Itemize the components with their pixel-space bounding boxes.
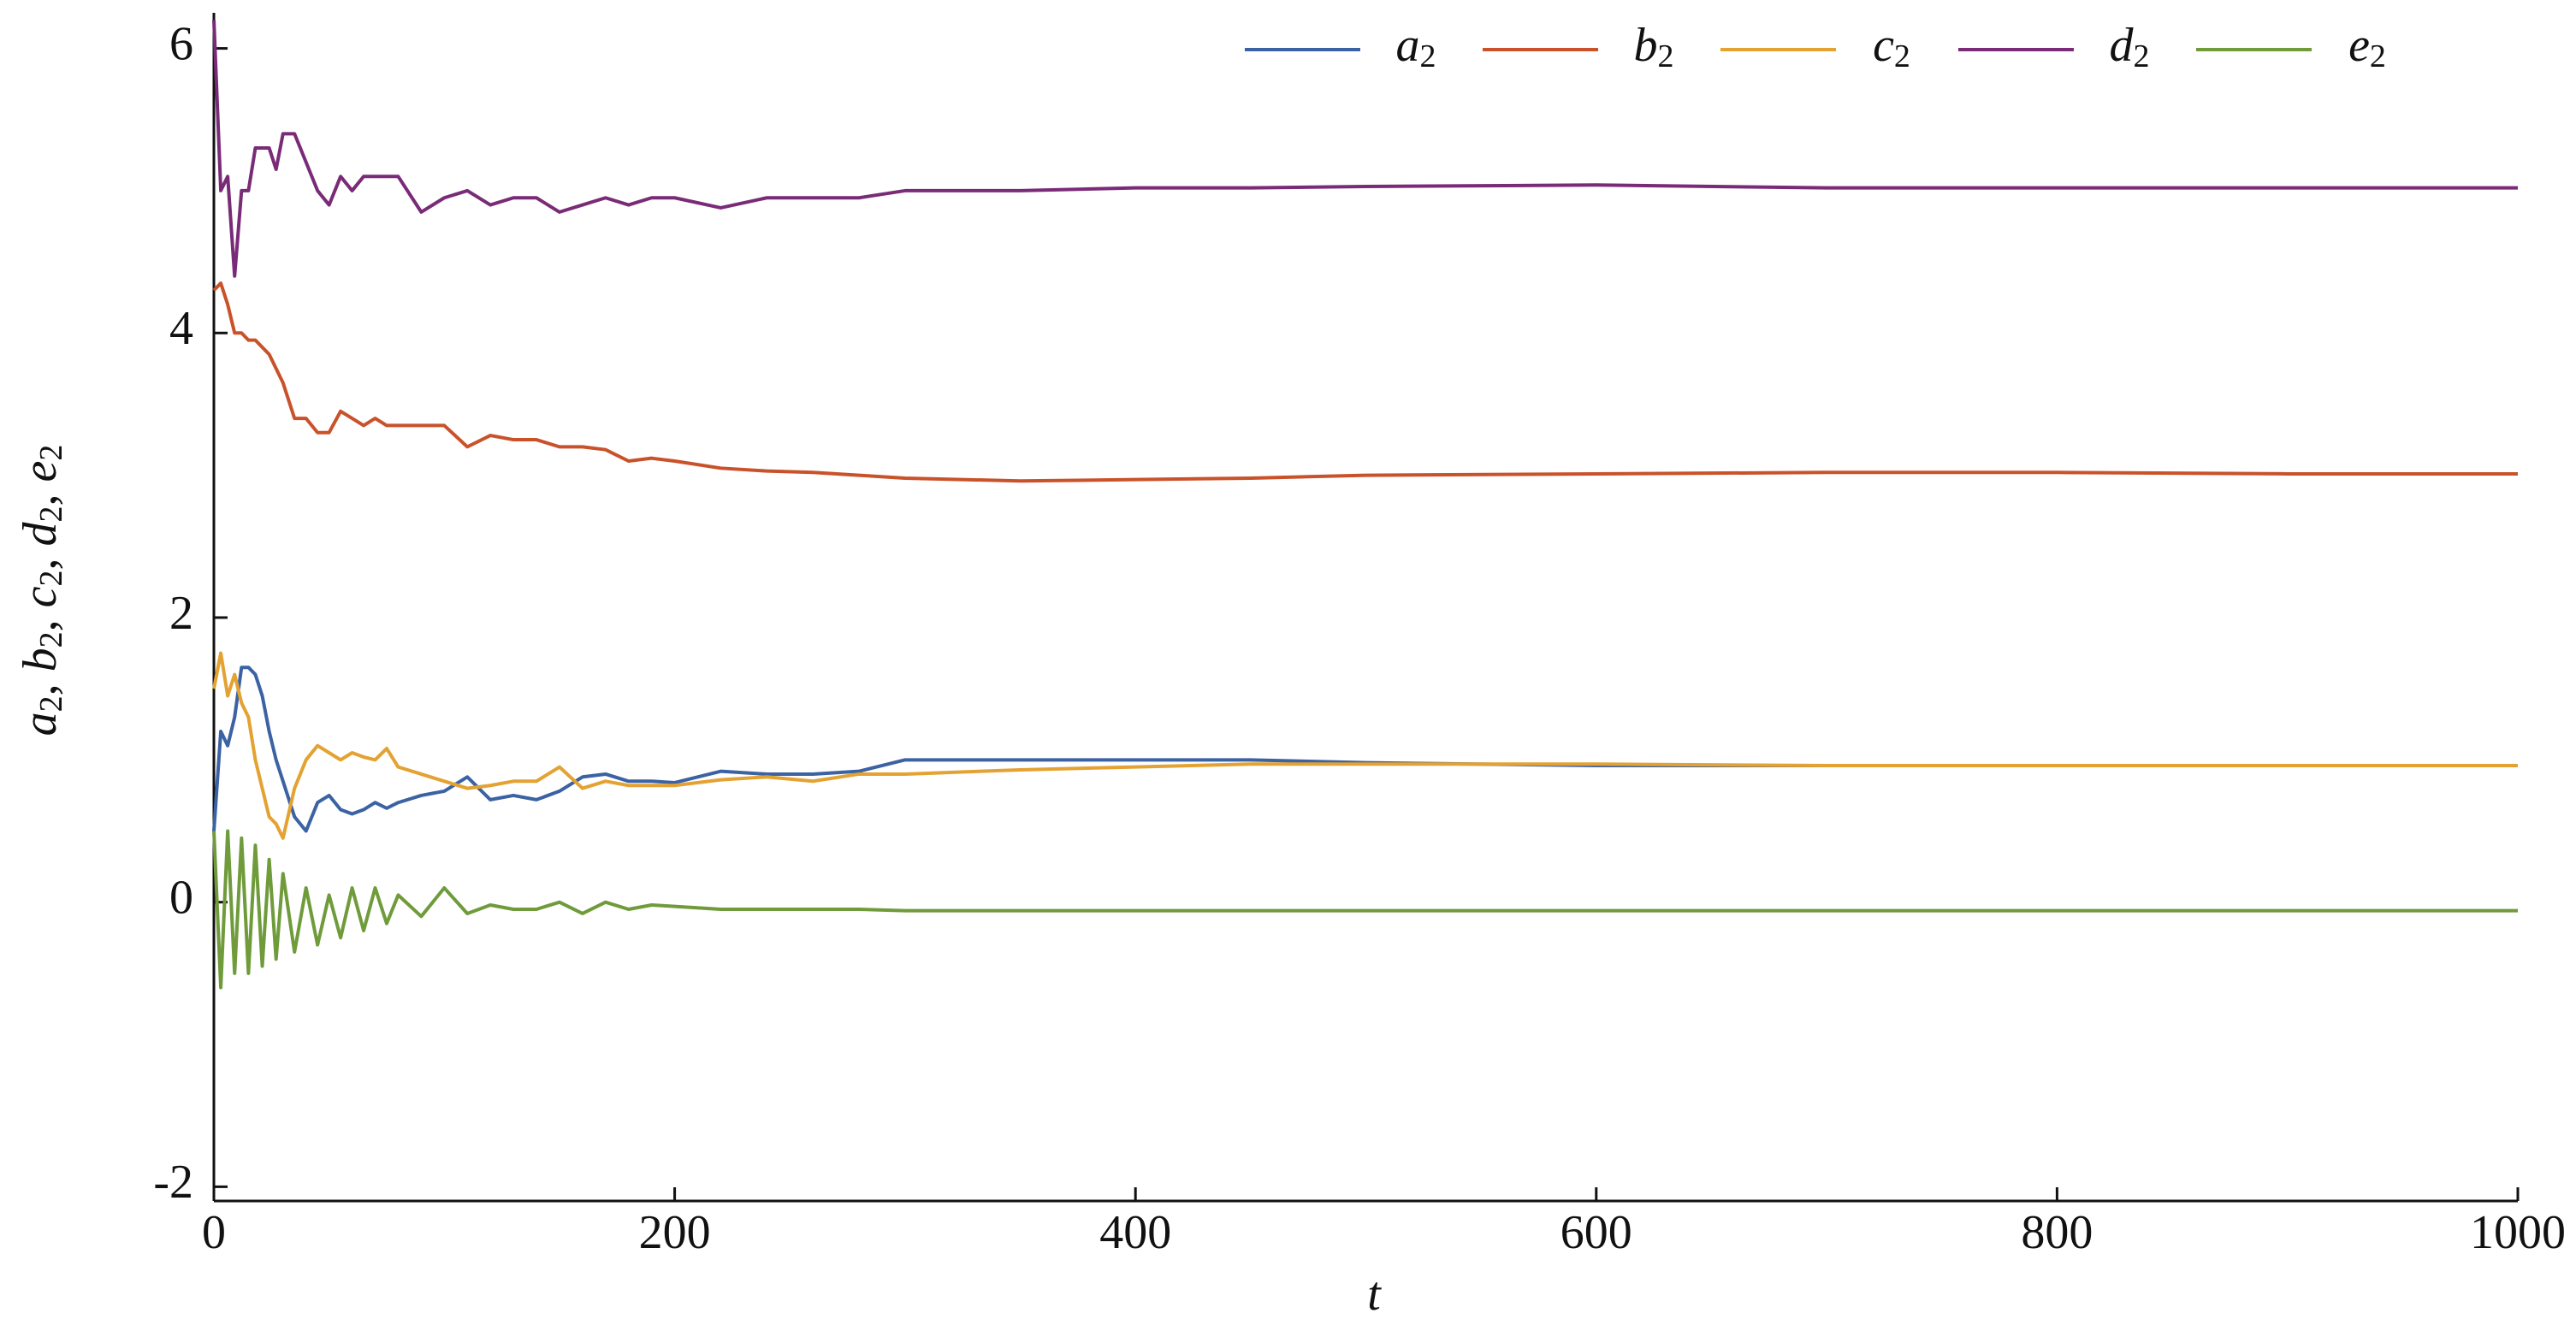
y-tick-label: -2 bbox=[153, 1156, 193, 1209]
x-tick-label: 800 bbox=[2021, 1206, 2093, 1259]
y-axis-label: a2, b2, c2, d2, e2 bbox=[14, 445, 69, 736]
x-axis-label: t bbox=[1367, 1268, 1382, 1321]
y-tick-label: 6 bbox=[169, 17, 193, 70]
x-tick-label: 200 bbox=[639, 1206, 711, 1259]
legend-label: a2 bbox=[1396, 19, 1436, 74]
legend-label: c2 bbox=[1873, 19, 1910, 74]
legend-label: d2 bbox=[2110, 19, 2150, 74]
series-line bbox=[212, 281, 2518, 483]
y-tick-label: 0 bbox=[169, 872, 193, 925]
x-tick-label: 1000 bbox=[2470, 1206, 2566, 1259]
series-line bbox=[212, 651, 2518, 840]
x-tick-label: 600 bbox=[1560, 1206, 1632, 1259]
series-line bbox=[212, 829, 2518, 990]
series-line bbox=[212, 20, 2518, 278]
x-tick-label: 400 bbox=[1099, 1206, 1171, 1259]
legend-label: e2 bbox=[2348, 19, 2386, 74]
series-line bbox=[212, 666, 2518, 833]
y-tick-label: 4 bbox=[169, 302, 193, 355]
x-tick-label: 0 bbox=[202, 1206, 226, 1259]
legend-label: b2 bbox=[1634, 19, 1674, 74]
y-tick-label: 2 bbox=[169, 587, 193, 640]
